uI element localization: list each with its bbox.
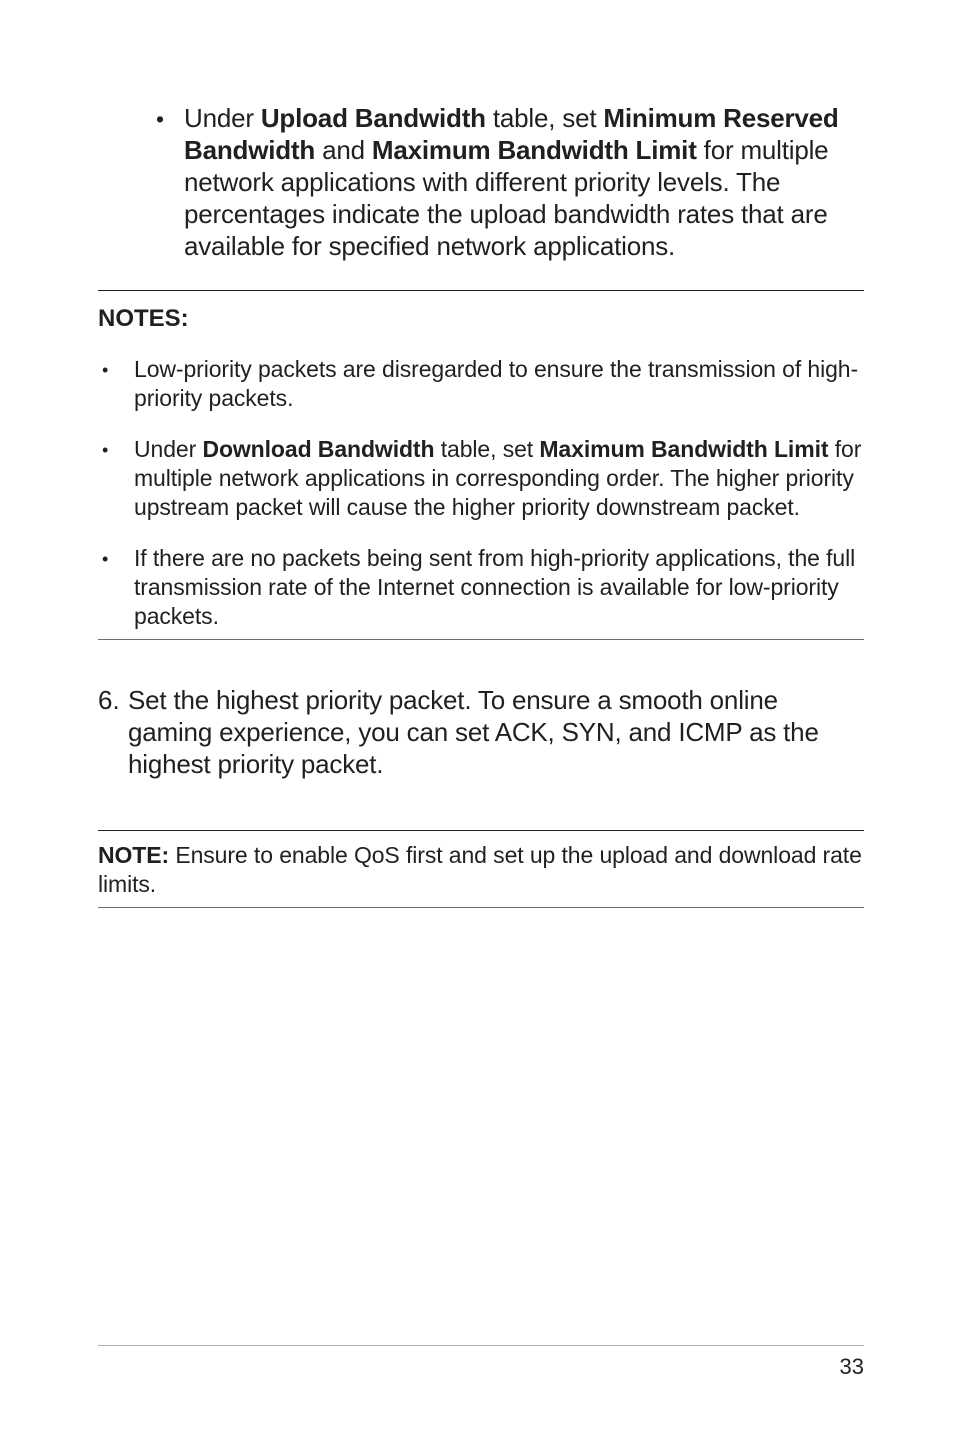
top-bullet-text: Under Upload Bandwidth table, set Minimu…: [184, 102, 860, 262]
note-single: NOTE: Ensure to enable QoS first and set…: [98, 841, 864, 899]
divider: [98, 639, 864, 640]
top-bullet-row: • Under Upload Bandwidth table, set Mini…: [156, 102, 860, 262]
text-bold: Maximum Bandwidth Limit: [539, 436, 828, 462]
bullet-dot-icon: •: [98, 544, 134, 574]
text: and: [315, 135, 372, 165]
divider: [98, 907, 864, 908]
step-6: 6. Set the highest priority packet. To e…: [98, 684, 864, 780]
notes-item: • Under Download Bandwidth table, set Ma…: [98, 435, 864, 522]
divider: [98, 290, 864, 291]
bullet-dot-icon: •: [98, 435, 134, 465]
notes-item: • Low-priority packets are disregarded t…: [98, 355, 864, 413]
text-bold: Maximum Bandwidth Limit: [372, 135, 697, 165]
bullet-dot-icon: •: [156, 102, 184, 136]
bullet-dot-icon: •: [98, 355, 134, 385]
text-bold: Upload Bandwidth: [261, 103, 486, 133]
text: table, set: [434, 436, 539, 462]
text: Under: [134, 436, 202, 462]
text: table, set: [486, 103, 604, 133]
notes-item-text: Low-priority packets are disregarded to …: [134, 355, 864, 413]
top-bullet-block: • Under Upload Bandwidth table, set Mini…: [156, 102, 860, 262]
notes-item-text: Under Download Bandwidth table, set Maxi…: [134, 435, 864, 522]
note-text: Ensure to enable QoS first and set up th…: [98, 842, 862, 897]
note-label: NOTE:: [98, 842, 169, 868]
text-bold: Download Bandwidth: [202, 436, 434, 462]
notes-heading: NOTES:: [98, 305, 864, 333]
footer-divider: [98, 1345, 864, 1346]
divider: [98, 830, 864, 831]
notes-item-text: If there are no packets being sent from …: [134, 544, 864, 631]
text: Under: [184, 103, 261, 133]
page-number: 33: [840, 1354, 864, 1380]
notes-item: • If there are no packets being sent fro…: [98, 544, 864, 631]
step-number: 6.: [98, 684, 128, 780]
notes-list: • Low-priority packets are disregarded t…: [98, 355, 864, 631]
step-text: Set the highest priority packet. To ensu…: [128, 684, 864, 780]
